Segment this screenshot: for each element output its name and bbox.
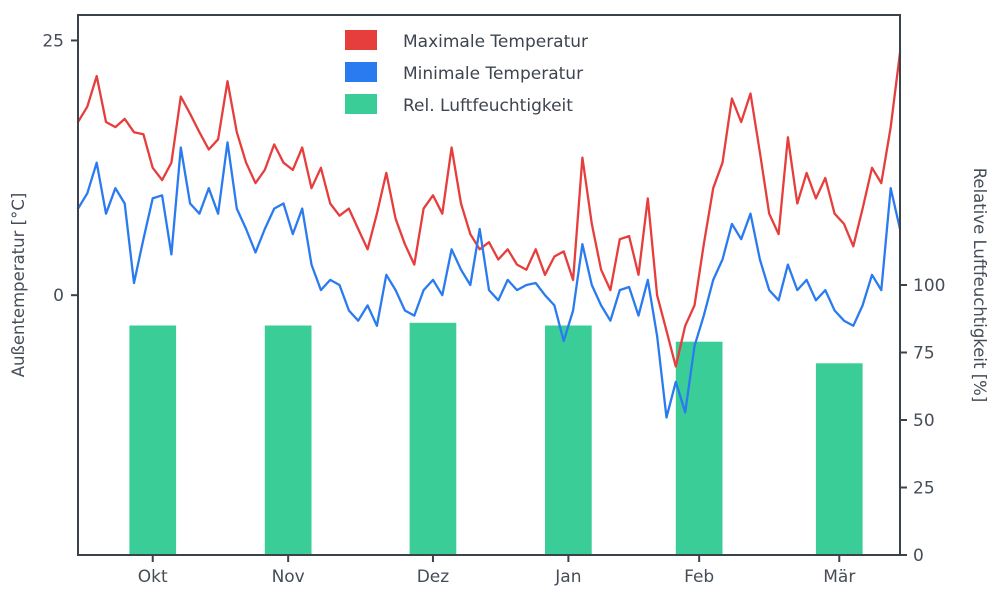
humidity-bar-Okt (129, 325, 177, 555)
y-axis-label-right: Relative Luftfeuchtigkeit [%] (970, 168, 989, 403)
humidity-bar-Feb (675, 341, 723, 555)
y-right-tick-label: 100 (913, 276, 945, 296)
y-left-tick-label: 0 (53, 286, 64, 306)
x-tick-label-Nov: Nov (272, 567, 305, 587)
x-tick-label-Feb: Feb (684, 567, 714, 587)
legend: Maximale Temperatur Minimale Temperatur … (345, 30, 588, 116)
y-axis-label-left: Außentemperatur [°C] (9, 193, 28, 378)
x-tick-label-Jan: Jan (554, 567, 581, 587)
y-right-tick-label: 25 (913, 479, 935, 499)
legend-label-max-temperature: Maximale Temperatur (403, 32, 588, 52)
legend-swatch-max-temperature (345, 30, 377, 50)
y-right-tick-label: 50 (913, 411, 935, 431)
legend-swatch-min-temperature (345, 62, 377, 82)
min-temperature-line (76, 141, 902, 419)
y-left-tick-label: 25 (42, 31, 64, 51)
humidity-bar-Jan (545, 325, 592, 555)
legend-swatch-humidity (345, 94, 377, 114)
humidity-bar-Mär (815, 363, 863, 555)
humidity-bar-Nov (264, 325, 312, 555)
y-right-tick-label: 75 (913, 344, 935, 364)
humidity-bar-Dez (409, 322, 457, 555)
x-tick-label-Okt: Okt (138, 567, 168, 587)
temperature-lines-layer (76, 51, 902, 419)
humidity-bars-layer (129, 322, 863, 555)
axis-ticks-layer: 25 0 100 75 50 25 0 Okt Nov Dez Jan Feb Mär (42, 31, 945, 587)
y-right-tick-label: 0 (913, 546, 924, 566)
x-tick-label-Dez: Dez (417, 567, 450, 587)
x-tick-label-Mär: Mär (823, 567, 855, 587)
legend-label-humidity: Rel. Luftfeuchtigkeit (403, 96, 573, 116)
legend-label-min-temperature: Minimale Temperatur (403, 64, 583, 84)
max-temperature-line (76, 51, 902, 368)
